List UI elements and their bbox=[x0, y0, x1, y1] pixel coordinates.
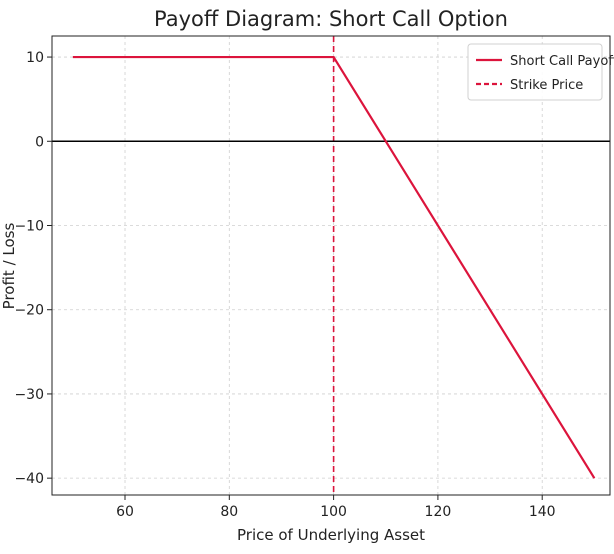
legend-label: Strike Price bbox=[510, 78, 583, 93]
y-tick-label: −20 bbox=[14, 303, 44, 319]
y-axis-label: Profit / Loss bbox=[0, 223, 18, 310]
y-tick-label: −40 bbox=[14, 471, 44, 487]
short-call-payoff-line bbox=[72, 55, 596, 479]
x-tick-label: 100 bbox=[320, 504, 347, 520]
x-tick-label: 80 bbox=[220, 504, 238, 520]
y-tick-label: 0 bbox=[35, 134, 44, 150]
legend-box bbox=[467, 43, 603, 101]
x-tick-label: 60 bbox=[116, 504, 134, 520]
grid bbox=[52, 36, 610, 495]
x-axis-label: Price of Underlying Asset bbox=[237, 526, 425, 544]
y-tick-label: −10 bbox=[14, 218, 44, 234]
legend: Short Call Payoff Strike Price bbox=[467, 43, 614, 101]
legend-label: Short Call Payoff bbox=[510, 54, 614, 69]
series bbox=[72, 55, 596, 479]
plot-frame bbox=[51, 35, 611, 496]
y-tick-label: −30 bbox=[14, 387, 44, 403]
x-tick-label: 140 bbox=[529, 504, 556, 520]
x-tick-label: 120 bbox=[425, 504, 452, 520]
reference-lines bbox=[52, 36, 610, 495]
chart-title: Payoff Diagram: Short Call Option bbox=[154, 7, 508, 31]
y-tick-label: 10 bbox=[26, 50, 44, 66]
